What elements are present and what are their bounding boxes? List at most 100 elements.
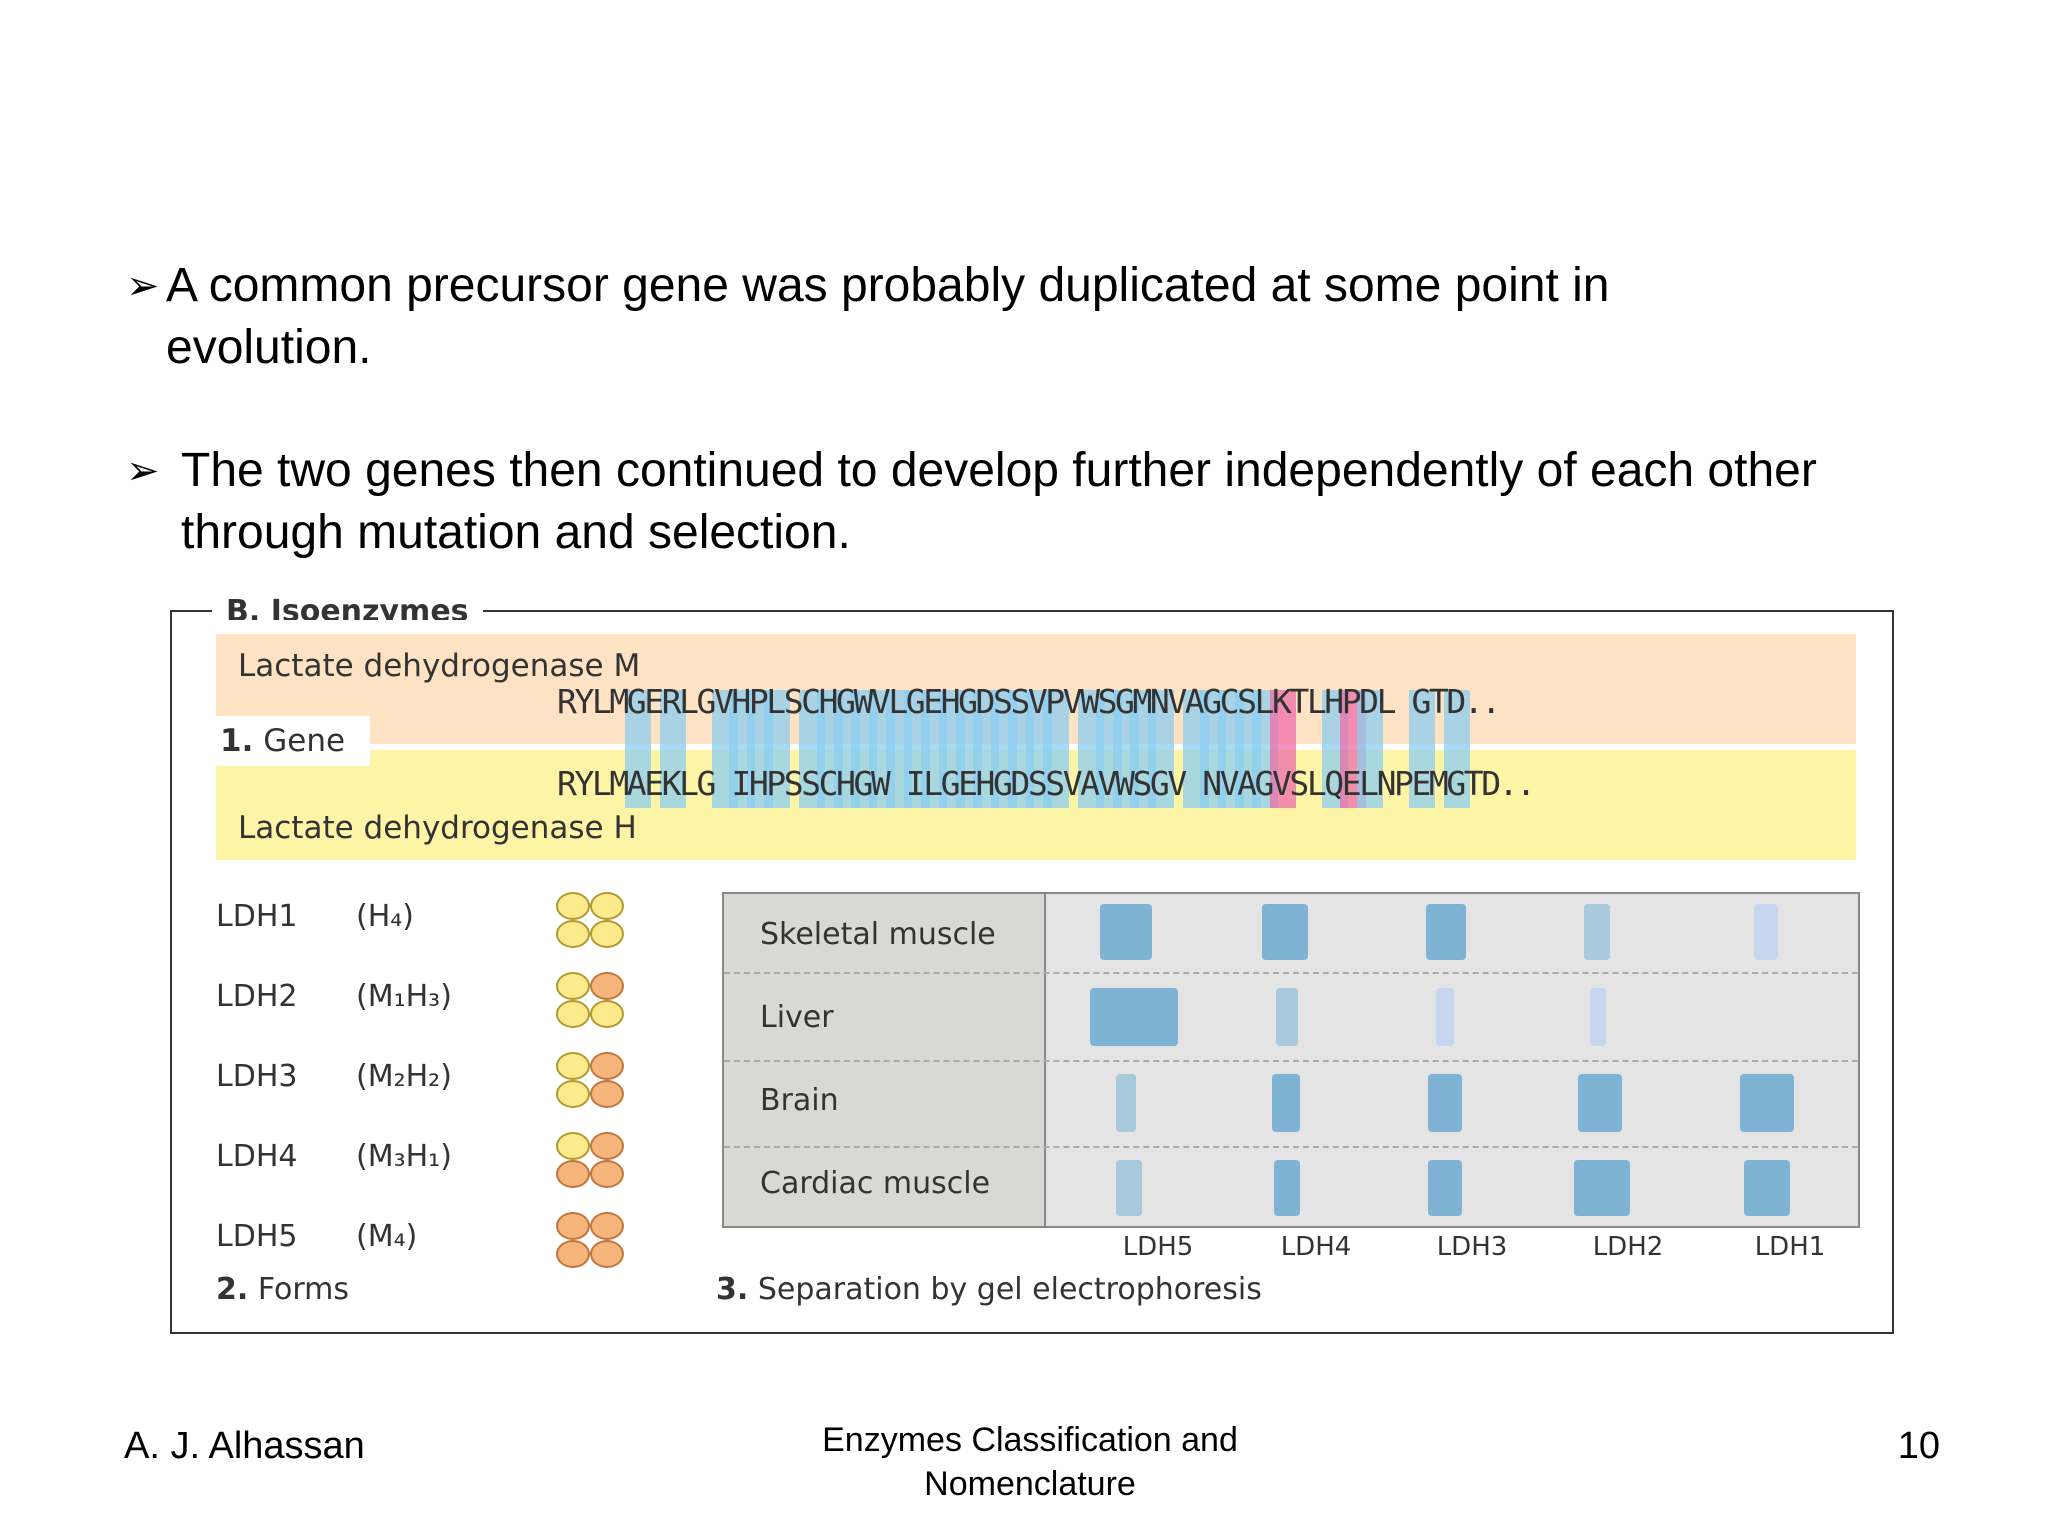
residue-highlight (1269, 690, 1296, 808)
gel-caption: 3. Separation by gel electrophoresis (716, 1272, 1262, 1307)
h-subunit-circle (556, 1080, 590, 1108)
m-subunit-circle (556, 1240, 590, 1268)
residue-highlight (659, 690, 686, 808)
bullet-1: ➢ A common precursor gene was probably d… (126, 255, 1826, 385)
ldh-h-sequence: RYLMAEKLG IHPSSCHGW ILGEHGDSSVAVWSGV NVA… (557, 764, 1536, 803)
residue-highlight (1147, 690, 1174, 808)
h-subunit-circle (556, 1000, 590, 1028)
lane-label: LDH3 (1436, 1232, 1508, 1262)
lane-label: LDH1 (1754, 1232, 1826, 1262)
form-name: LDH4 (216, 1139, 298, 1174)
gel-band (1116, 1160, 1142, 1216)
m-subunit-circle (590, 1160, 624, 1188)
bullet-2: ➢ The two genes then continued to develo… (126, 440, 1846, 570)
lane-divider (724, 1060, 1858, 1062)
forms-caption-text: Forms (257, 1272, 350, 1307)
h-subunit-circle (590, 892, 624, 920)
forms-caption-num: 2. (216, 1272, 249, 1307)
m-subunit-circle (590, 1052, 624, 1080)
form-name: LDH1 (216, 899, 298, 934)
residue-highlight (1357, 690, 1384, 808)
form-name: LDH5 (216, 1219, 298, 1254)
forms-caption: 2. Forms (216, 1272, 349, 1307)
tetramer-icon (556, 1052, 628, 1112)
tissue-label: Skeletal muscle (760, 917, 996, 952)
gel-band (1754, 904, 1778, 960)
form-composition: (M₄) (356, 1219, 418, 1254)
page-number: 10 (1897, 1425, 1940, 1467)
tetramer-icon (556, 1132, 628, 1192)
h-subunit-circle (556, 920, 590, 948)
bullet-text: The two genes then continued to develop … (181, 444, 1817, 559)
h-subunit-circle (590, 920, 624, 948)
form-composition: (M₃H₁) (356, 1139, 452, 1174)
m-subunit-circle (590, 1080, 624, 1108)
ldh-m-sequence: RYLMGERLGVHPLSCHGWVLGEHGDSSVPVWSGMNVAGCS… (557, 682, 1501, 721)
form-composition: (H₄) (356, 899, 414, 934)
gel-band (1590, 988, 1606, 1046)
m-subunit-circle (556, 1160, 590, 1188)
arrow-bullet-icon: ➢ (126, 264, 160, 308)
tetramer-icon (556, 972, 628, 1032)
tetramer-icon (556, 1212, 628, 1272)
h-subunit-circle (556, 1052, 590, 1080)
lane-label: LDH4 (1280, 1232, 1352, 1262)
tetramer-icon (556, 892, 628, 952)
gene-label-text: Gene (263, 723, 346, 759)
gel-band (1744, 1160, 1790, 1216)
gel-band (1090, 988, 1178, 1046)
residue-highlight (624, 690, 651, 808)
h-subunit-circle (556, 892, 590, 920)
gel-band (1436, 988, 1454, 1046)
gene-label: 1. Gene (216, 716, 370, 766)
gel-band (1272, 1074, 1300, 1132)
gel-band (1274, 1160, 1300, 1216)
gel-band (1740, 1074, 1794, 1132)
figure-title: B. Isoenzymes (212, 594, 483, 620)
lane-divider (724, 1146, 1858, 1148)
residue-highlight (1444, 690, 1471, 808)
form-name: LDH3 (216, 1059, 298, 1094)
gel-band (1262, 904, 1308, 960)
isoenzymes-figure: B. Isoenzymes Lactate dehydrogenase M RY… (170, 594, 1894, 1334)
gel-band (1116, 1074, 1136, 1132)
m-subunit-circle (590, 1132, 624, 1160)
gel-band (1578, 1074, 1622, 1132)
form-name: LDH2 (216, 979, 298, 1014)
residue-highlight (1409, 690, 1436, 808)
m-subunit-circle (590, 972, 624, 1000)
h-subunit-circle (590, 1000, 624, 1028)
gel-caption-text: Separation by gel electrophoresis (757, 1272, 1262, 1307)
electrophoresis-gel: Skeletal muscle Liver Brain Cardiac musc… (722, 892, 1860, 1228)
lane-label: LDH5 (1122, 1232, 1194, 1262)
form-composition: (M₁H₃) (356, 979, 452, 1014)
lane-divider (724, 972, 1858, 974)
ldh-m-label: Lactate dehydrogenase M (238, 648, 641, 684)
tissue-label: Liver (760, 1000, 834, 1035)
gel-band (1584, 904, 1610, 960)
gene-label-num: 1. (220, 723, 254, 759)
gel-caption-num: 3. (716, 1272, 749, 1307)
gel-band (1428, 1074, 1462, 1132)
gel-band (1574, 1160, 1630, 1216)
ldh-h-label: Lactate dehydrogenase H (238, 810, 637, 846)
h-subunit-circle (556, 972, 590, 1000)
residue-highlight (764, 690, 791, 808)
m-subunit-circle (556, 1212, 590, 1240)
gel-band (1428, 1160, 1462, 1216)
m-subunit-circle (590, 1212, 624, 1240)
tissue-label: Brain (760, 1083, 839, 1118)
footer-author: A. J. Alhassan (124, 1425, 365, 1467)
h-subunit-circle (556, 1132, 590, 1160)
lane-label: LDH2 (1592, 1232, 1664, 1262)
arrow-bullet-icon: ➢ (126, 449, 160, 493)
gel-band (1276, 988, 1298, 1046)
bullet-text: A common precursor gene was probably dup… (166, 259, 1610, 374)
form-composition: (M₂H₂) (356, 1059, 452, 1094)
residue-highlight (1043, 690, 1070, 808)
gel-band (1426, 904, 1466, 960)
m-subunit-circle (590, 1240, 624, 1268)
footer-title: Enzymes Classification and Nomenclature (822, 1421, 1238, 1503)
gel-band (1100, 904, 1152, 960)
tissue-label: Cardiac muscle (760, 1166, 991, 1201)
